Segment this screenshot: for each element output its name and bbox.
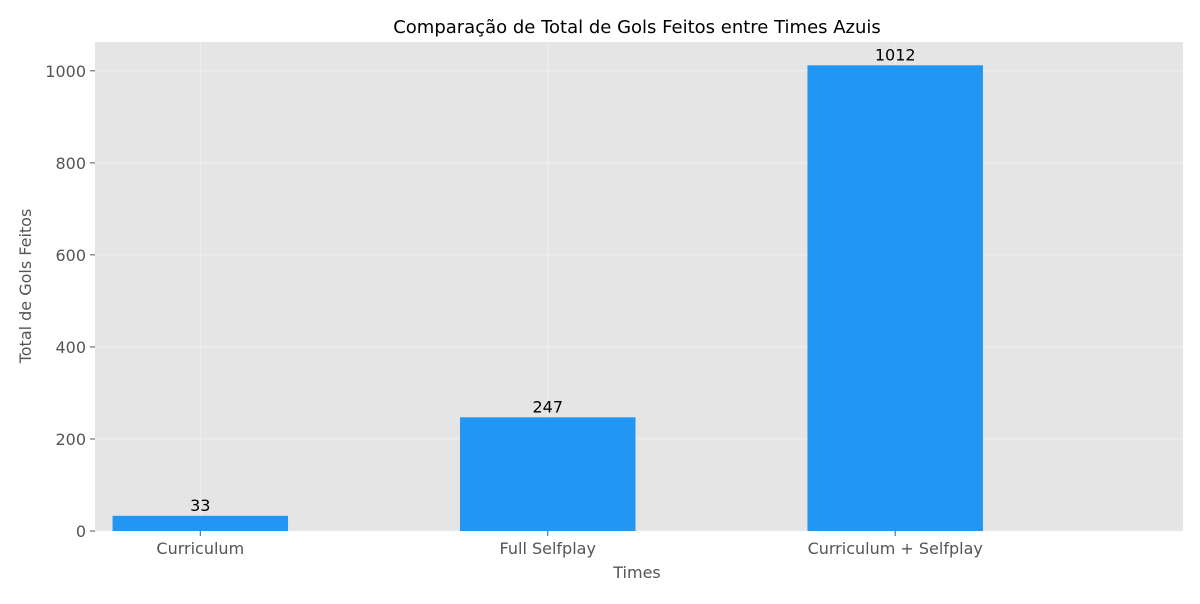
- x-axis-label: Times: [612, 563, 661, 582]
- bar-value-label: 33: [190, 496, 210, 515]
- bar: [807, 65, 983, 532]
- y-tick-label: 200: [55, 430, 86, 449]
- y-tick-label: 0: [76, 522, 86, 541]
- bar: [460, 417, 636, 531]
- y-tick-label: 400: [55, 338, 86, 357]
- x-tick-label: Curriculum: [156, 539, 244, 558]
- x-tick-label: Full Selfplay: [500, 539, 596, 558]
- bar-value-label: 247: [532, 397, 563, 416]
- y-tick-label: 1000: [45, 62, 86, 81]
- bar: [112, 515, 289, 531]
- chart-title: Comparação de Total de Gols Feitos entre…: [393, 17, 881, 38]
- y-tick-label: 800: [55, 154, 86, 173]
- y-axis: 0 200 400 600 800 1000: [45, 62, 95, 541]
- plot-area: [95, 42, 1183, 531]
- bars: [112, 65, 983, 532]
- y-tick-label: 600: [55, 246, 86, 265]
- data-labels: 33 247 1012: [190, 45, 915, 515]
- y-axis-label: Total de Gols Feitos: [16, 209, 35, 365]
- x-axis: Curriculum Full Selfplay Curriculum + Self…: [156, 531, 983, 558]
- gridlines: [95, 42, 1183, 532]
- bar-value-label: 1012: [875, 45, 916, 64]
- x-tick-label: Curriculum + Selfplay: [808, 539, 983, 558]
